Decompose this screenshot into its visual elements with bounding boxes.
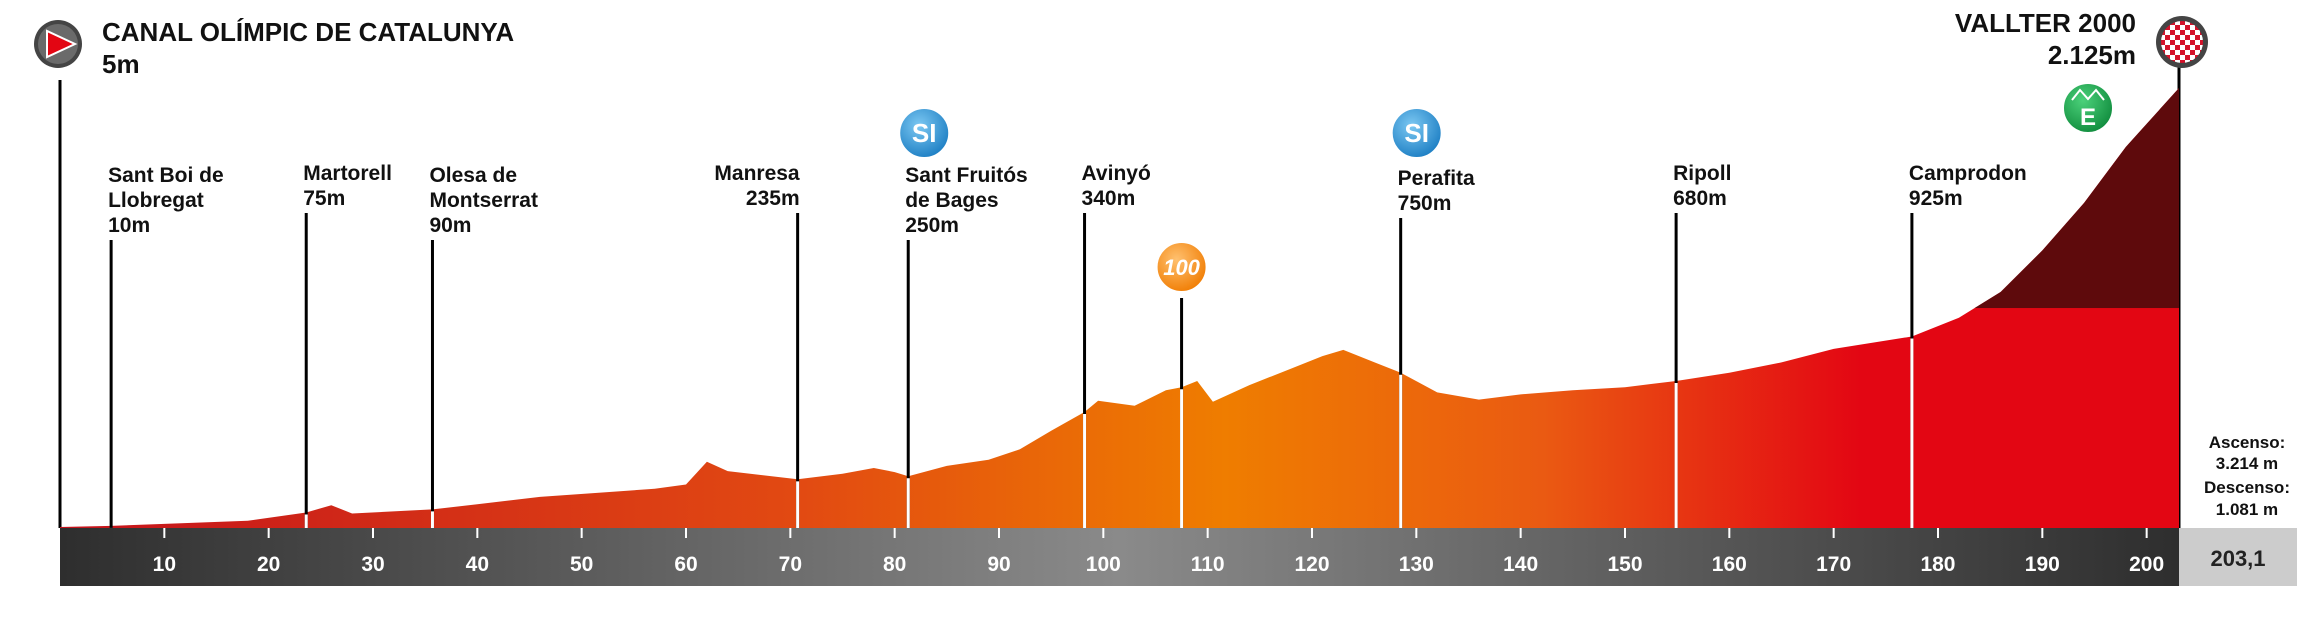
axis-tick-label: 40 — [466, 553, 489, 576]
start-altitude: 5m — [102, 49, 140, 79]
location-label: Camprodon — [1909, 162, 2027, 185]
axis-tick-label: 50 — [570, 553, 593, 576]
location-label: 250m — [905, 214, 959, 237]
axis-tick-label: 140 — [1503, 553, 1538, 576]
axis-tick-label: 100 — [1086, 553, 1121, 576]
svg-text:SI: SI — [1404, 118, 1429, 148]
location-label: 925m — [1909, 187, 1963, 210]
axis-tick-label: 80 — [883, 553, 906, 576]
descent-label: Descenso: — [2204, 478, 2290, 497]
axis-tick-label: 90 — [987, 553, 1010, 576]
location-label: 75m — [303, 187, 345, 210]
svg-text:SI: SI — [912, 118, 937, 148]
summit-category-icon: E — [2062, 82, 2114, 134]
descent-value: 1.081 m — [2216, 500, 2278, 519]
intermediate-sprint-icon: SI — [1390, 107, 1443, 159]
finish-name: VALLTER 2000 — [1955, 8, 2136, 38]
axis-tick-label: 20 — [257, 553, 280, 576]
svg-text:E: E — [2080, 104, 2096, 131]
axis-ticks: 10 20 30 40 50 60 70 80 90 100 110 120 130 140 150 160 1… — [153, 528, 2164, 576]
axis-tick-label: 120 — [1294, 553, 1329, 576]
location-label: Perafita — [1398, 167, 1475, 190]
badge-layer: SI SI 100 E — [898, 82, 2114, 528]
location-label: Llobregat — [108, 189, 204, 212]
location-label: 680m — [1673, 187, 1727, 210]
km-100-marker-icon: 100 — [1155, 241, 1208, 528]
axis-tick-label: 30 — [361, 553, 384, 576]
axis-tick-label: 10 — [153, 553, 176, 576]
axis-tick-label: 180 — [1920, 553, 1955, 576]
total-distance: 203,1 — [2210, 546, 2265, 571]
distance-axis — [60, 528, 2179, 586]
location-label: 90m — [429, 214, 471, 237]
axis-tick-label: 70 — [779, 553, 802, 576]
axis-tick-label: 60 — [674, 553, 697, 576]
location-label: Ripoll — [1673, 162, 1731, 185]
location-label: Martorell — [303, 162, 392, 185]
location-lines — [109, 213, 1914, 528]
location-label: 340m — [1082, 187, 1136, 210]
ascent-label: Ascenso: — [2209, 433, 2286, 452]
location-label: 10m — [108, 214, 150, 237]
location-label: Sant Boi de — [108, 164, 224, 187]
axis-tick-label: 150 — [1607, 553, 1642, 576]
finish-flag-icon — [2156, 16, 2208, 68]
location-label: 750m — [1398, 192, 1452, 215]
final-climb-area — [1974, 88, 2179, 309]
location-label: Sant Fruitós — [905, 164, 1028, 187]
axis-tick-label: 130 — [1399, 553, 1434, 576]
location-label: Manresa — [714, 162, 800, 185]
start-name: CANAL OLÍMPIC DE CATALUNYA — [102, 17, 514, 47]
location-label: de Bages — [905, 189, 998, 212]
elevation-profile-area — [60, 88, 2179, 528]
intermediate-sprint-icon: SI — [898, 107, 951, 159]
start-flag-icon — [34, 20, 82, 68]
axis-tick-label: 190 — [2025, 553, 2060, 576]
axis-tick-label: 110 — [1191, 553, 1225, 576]
location-label: Montserrat — [429, 189, 538, 212]
svg-text:100: 100 — [1163, 255, 1200, 280]
location-label: 235m — [746, 187, 800, 210]
location-label: Avinyó — [1082, 162, 1151, 185]
final-climb-base — [1974, 308, 2179, 528]
axis-tick-label: 200 — [2129, 553, 2164, 576]
axis-tick-label: 160 — [1712, 553, 1747, 576]
finish-altitude: 2.125m — [2048, 40, 2136, 70]
location-label: Olesa de — [429, 164, 517, 187]
axis-tick-label: 170 — [1816, 553, 1851, 576]
ascent-value: 3.214 m — [2216, 454, 2278, 473]
total-distance-box — [2179, 528, 2297, 586]
